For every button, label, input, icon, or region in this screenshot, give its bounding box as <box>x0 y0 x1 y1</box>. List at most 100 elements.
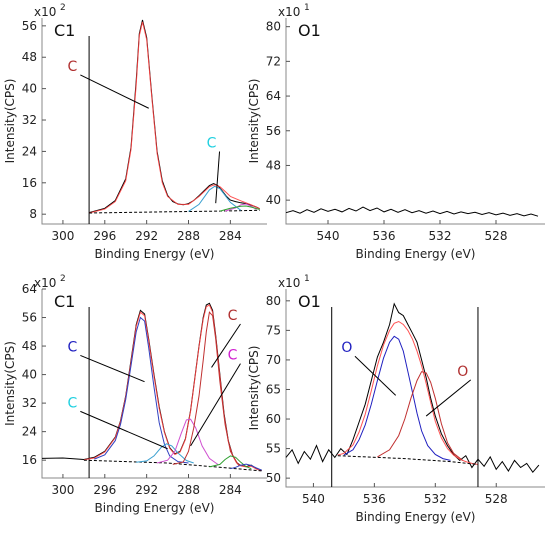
series-component-6 <box>172 311 240 466</box>
x-tick-label: 284 <box>219 483 242 497</box>
annotation-leader-line <box>190 363 241 447</box>
y-tick-label: 72 <box>266 54 281 68</box>
series-baseline-2 <box>89 209 260 214</box>
plot-frame <box>41 18 267 225</box>
series-component-5 <box>219 205 260 212</box>
x-tick-label: 536 <box>373 229 396 243</box>
y-tick-label: 70 <box>266 353 281 367</box>
x-tick-label: 532 <box>429 229 452 243</box>
series-envelope-1 <box>337 320 479 465</box>
y-tick-label: 56 <box>22 311 37 325</box>
chart-panel-4: 50 55 60 65 70 75 80 540 536 532 528 Binding Energy… <box>247 274 545 524</box>
annotation-leader-line <box>425 379 472 417</box>
series-component-4 <box>377 371 464 461</box>
series-component-7 <box>209 455 252 470</box>
panel-label: O1 <box>298 292 321 311</box>
x-tick-label: 536 <box>363 492 386 506</box>
series-raw-0 <box>285 206 539 217</box>
y-tick-label: 24 <box>22 144 37 158</box>
x-axis-label: Binding Energy (eV) <box>95 501 215 515</box>
series-component-4 <box>136 443 194 464</box>
y-tick-label: 75 <box>266 323 281 337</box>
y-axis-label: Intensity(CPS) <box>3 79 17 164</box>
peak-annotation: C <box>228 348 238 364</box>
y-tick-label: 48 <box>22 50 37 64</box>
y-tick-label: 8 <box>29 207 37 221</box>
y-tick-label: 48 <box>266 158 281 172</box>
chart-panel-3: 16 24 32 40 48 56 64 300 296 292 288 284 Binding Ene… <box>3 274 267 515</box>
y-tick-label: 56 <box>266 124 281 138</box>
y-multiplier: x10 <box>34 276 56 290</box>
x-tick-label: 300 <box>51 229 74 243</box>
peak-annotation: C <box>67 339 77 355</box>
y-tick-label: 56 <box>22 19 37 33</box>
y-tick-label: 24 <box>22 425 37 439</box>
x-tick-label: 296 <box>93 229 116 243</box>
y-tick-label: 16 <box>22 176 37 190</box>
panel-label: O1 <box>298 21 321 40</box>
y-tick-label: 40 <box>22 368 37 382</box>
x-tick-label: 292 <box>135 229 158 243</box>
series-raw-0 <box>88 19 260 214</box>
x-tick-label: 288 <box>177 229 200 243</box>
peak-annotation: C <box>207 135 217 151</box>
y-tick-label: 48 <box>22 339 37 353</box>
y-tick-label: 80 <box>266 294 281 308</box>
peak-annotation: C <box>67 395 77 411</box>
y-multiplier: x10 <box>34 5 56 19</box>
x-tick-label: 540 <box>317 229 340 243</box>
y-multiplier-exponent: 1 <box>304 3 310 13</box>
series-component-5 <box>156 418 219 465</box>
y-tick-label: 64 <box>266 89 281 103</box>
panel-label: C1 <box>54 292 75 311</box>
x-tick-label: 532 <box>424 492 447 506</box>
series-component-3 <box>94 316 189 464</box>
y-tick-label: 32 <box>22 396 37 410</box>
series-envelope-1 <box>88 21 260 214</box>
x-axis-label: Binding Energy (eV) <box>356 247 476 261</box>
y-tick-label: 40 <box>266 193 281 207</box>
series-component-3 <box>343 335 451 461</box>
x-tick-label: 300 <box>51 483 74 497</box>
y-multiplier-exponent: 1 <box>304 274 310 284</box>
y-tick-label: 55 <box>266 442 281 456</box>
peak-annotation: O <box>457 364 468 380</box>
peak-annotation: C <box>228 308 238 324</box>
x-axis-label: Binding Energy (eV) <box>95 247 215 261</box>
y-multiplier: x10 <box>278 276 300 290</box>
series-baseline-2 <box>83 459 262 472</box>
y-tick-label: 16 <box>22 453 37 467</box>
y-tick-label: 50 <box>266 471 281 485</box>
series-raw-0 <box>285 302 540 474</box>
x-tick-label: 284 <box>219 229 242 243</box>
peak-annotation: O <box>341 340 352 356</box>
peak-annotation: C <box>67 59 77 75</box>
x-tick-label: 288 <box>177 483 200 497</box>
chart-panel-2: 40 48 56 64 72 80 540 536 532 528 Binding Energy (… <box>247 3 545 261</box>
y-tick-label: 64 <box>22 282 37 296</box>
plot-frame <box>285 18 545 225</box>
x-axis-label: Binding Energy (eV) <box>356 510 476 524</box>
y-multiplier-exponent: 2 <box>60 3 66 13</box>
x-tick-label: 528 <box>485 229 508 243</box>
series-component-8 <box>230 463 262 471</box>
y-multiplier-exponent: 2 <box>60 274 66 284</box>
plot-frame <box>285 289 545 488</box>
annotation-leader-line <box>215 151 221 204</box>
y-axis-label: Intensity(CPS) <box>247 346 261 431</box>
y-tick-label: 60 <box>266 412 281 426</box>
y-tick-label: 40 <box>22 82 37 96</box>
y-axis-label: Intensity(CPS) <box>3 341 17 426</box>
x-tick-label: 296 <box>93 483 116 497</box>
annotation-leader-line <box>80 410 168 450</box>
y-multiplier: x10 <box>278 5 300 19</box>
x-tick-label: 292 <box>135 483 158 497</box>
series-envelope-1 <box>83 304 262 471</box>
x-tick-label: 528 <box>485 492 508 506</box>
y-axis-label: Intensity(CPS) <box>247 79 261 164</box>
annotation-leader-line <box>354 355 397 396</box>
annotation-leader-line <box>80 354 145 383</box>
x-tick-label: 540 <box>302 492 325 506</box>
annotation-leader-line <box>211 323 241 368</box>
